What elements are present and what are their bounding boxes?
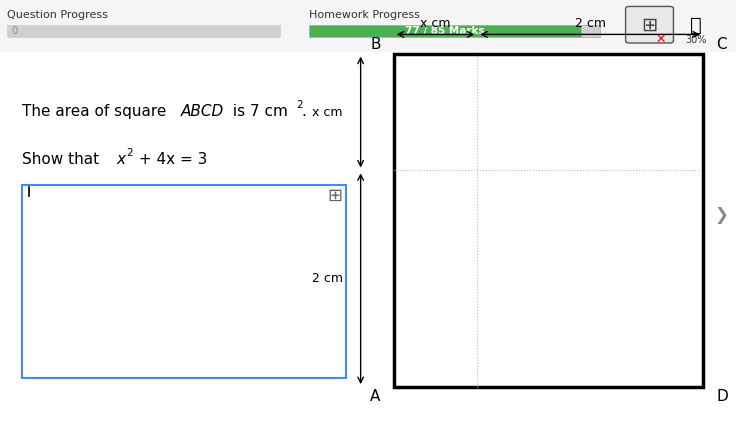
Text: 0: 0 [11, 25, 17, 36]
Text: B: B [370, 37, 381, 52]
Text: Question Progress: Question Progress [7, 10, 108, 20]
Text: x cm: x cm [420, 17, 450, 30]
Text: Show that: Show that [22, 152, 104, 166]
Text: ⊞: ⊞ [641, 15, 658, 34]
Text: Homework Progress: Homework Progress [309, 10, 420, 20]
FancyBboxPatch shape [7, 25, 280, 37]
Text: ⊞: ⊞ [328, 187, 342, 205]
Text: .: . [302, 104, 307, 119]
Text: is 7 cm: is 7 cm [228, 104, 288, 119]
Text: 2 cm: 2 cm [312, 272, 343, 285]
FancyBboxPatch shape [394, 54, 703, 387]
Text: ABCD: ABCD [180, 104, 224, 119]
Text: 2: 2 [297, 100, 303, 111]
Text: 2 cm: 2 cm [575, 17, 606, 30]
Text: ❯: ❯ [715, 206, 729, 224]
Text: ✕: ✕ [656, 33, 666, 46]
Text: 77 / 85 Marks: 77 / 85 Marks [406, 25, 485, 36]
Text: x: x [116, 152, 125, 166]
Text: 2: 2 [127, 147, 133, 158]
FancyBboxPatch shape [0, 0, 736, 52]
Text: D: D [716, 389, 728, 404]
FancyBboxPatch shape [626, 6, 673, 43]
Text: x cm: x cm [312, 106, 343, 119]
FancyBboxPatch shape [581, 25, 600, 37]
Text: + 4x = 3: + 4x = 3 [134, 152, 208, 166]
Text: C: C [716, 37, 726, 52]
Text: The area of square: The area of square [22, 104, 171, 119]
FancyBboxPatch shape [309, 25, 581, 37]
FancyBboxPatch shape [22, 185, 346, 378]
Text: 🏆: 🏆 [690, 15, 701, 34]
Text: A: A [370, 389, 381, 404]
Text: 30%: 30% [684, 34, 707, 45]
